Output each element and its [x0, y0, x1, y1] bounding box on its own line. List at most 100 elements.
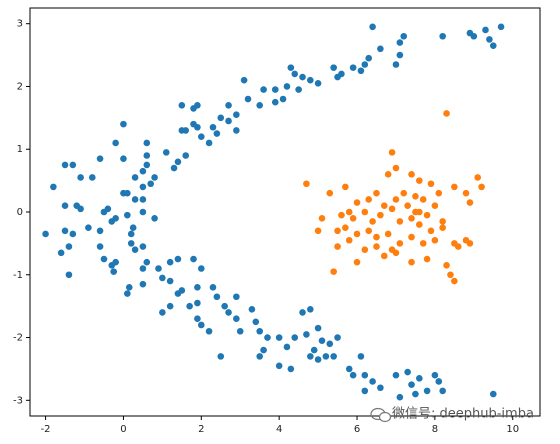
point: [271, 98, 279, 106]
point: [271, 86, 279, 93]
point: [166, 302, 174, 310]
point: [77, 174, 84, 181]
point: [170, 164, 178, 172]
point: [318, 214, 326, 222]
point: [451, 277, 458, 285]
point: [159, 309, 166, 316]
point: [124, 211, 131, 219]
point: [314, 80, 322, 87]
point: [61, 202, 69, 210]
point: [342, 183, 349, 191]
point: [423, 387, 431, 395]
point: [61, 227, 69, 235]
point: [416, 177, 423, 184]
point: [299, 309, 306, 316]
point: [353, 258, 361, 266]
point: [190, 120, 197, 128]
point: [194, 284, 201, 291]
y-tick-label: 0: [17, 207, 23, 218]
point: [124, 189, 131, 197]
point: [283, 343, 291, 351]
point: [373, 189, 380, 197]
point: [404, 368, 411, 376]
point: [345, 365, 353, 373]
point: [291, 334, 299, 341]
point: [217, 114, 225, 122]
y-tick-label: -1: [13, 270, 23, 281]
point: [147, 180, 154, 188]
point: [392, 196, 400, 203]
point: [155, 265, 162, 272]
point: [194, 315, 201, 323]
point: [112, 139, 119, 147]
point: [396, 51, 404, 59]
point: [466, 199, 474, 206]
point: [439, 387, 446, 395]
point: [69, 230, 77, 238]
point: [357, 67, 365, 75]
point: [96, 243, 104, 250]
point: [408, 258, 415, 266]
point: [377, 45, 384, 53]
point: [377, 384, 384, 392]
point: [423, 211, 431, 219]
point: [427, 180, 435, 188]
point: [287, 64, 295, 71]
point: [279, 95, 287, 103]
point: [334, 73, 341, 81]
point: [408, 171, 415, 178]
point: [489, 42, 497, 49]
point: [334, 227, 341, 235]
point: [474, 174, 482, 181]
point: [326, 340, 334, 348]
point: [349, 64, 357, 71]
point: [256, 101, 263, 109]
point: [143, 161, 151, 169]
point: [303, 331, 310, 338]
point: [334, 243, 341, 250]
point: [369, 218, 376, 225]
point: [131, 174, 139, 181]
point: [497, 23, 505, 31]
point: [349, 371, 357, 379]
point: [451, 183, 458, 191]
point: [349, 214, 357, 222]
x-tick-label: 4: [276, 424, 282, 435]
point: [244, 95, 252, 103]
x-tick-label: 8: [432, 424, 438, 435]
point: [225, 117, 232, 125]
point: [42, 230, 49, 238]
point: [396, 393, 404, 401]
point: [466, 29, 474, 37]
point: [236, 327, 244, 335]
point: [127, 230, 135, 238]
point: [338, 211, 345, 219]
point: [361, 208, 369, 216]
y-tick-label: 3: [17, 19, 23, 30]
point: [151, 174, 158, 181]
x-tick-label: -2: [41, 424, 51, 435]
point: [361, 61, 369, 68]
point: [388, 205, 396, 213]
point: [283, 83, 291, 90]
point: [361, 246, 369, 253]
point: [303, 180, 310, 188]
point: [408, 381, 415, 388]
point: [69, 161, 77, 169]
point: [96, 227, 104, 235]
point: [88, 174, 96, 181]
point: [221, 302, 228, 310]
point: [162, 149, 170, 156]
point: [197, 133, 205, 140]
point: [291, 70, 299, 78]
point: [416, 221, 423, 228]
point: [217, 353, 225, 360]
point: [435, 189, 443, 197]
point: [110, 268, 118, 275]
y-tick-label: 2: [17, 81, 23, 92]
point: [131, 196, 139, 203]
point: [412, 390, 419, 398]
point: [322, 353, 330, 360]
point: [489, 390, 497, 398]
point: [365, 227, 373, 235]
